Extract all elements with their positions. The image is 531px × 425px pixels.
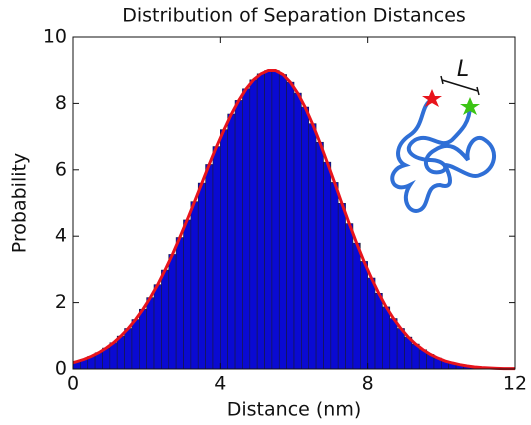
bar [323,161,332,370]
bar [389,318,398,370]
polymer-chain [390,98,496,213]
bar [293,92,302,370]
bar [301,106,310,370]
y-axis-label: Probability [9,153,31,253]
bar [146,297,155,370]
bar [153,284,162,370]
bar [205,164,214,370]
bar [197,182,206,370]
x-tick-label: 0 [67,373,79,395]
x-tick-label: 12 [503,373,527,395]
x-axis-label: Distance (nm) [227,399,362,421]
bar [264,70,273,370]
bar [175,237,184,370]
bar [234,100,243,370]
bar [382,306,391,370]
chart-title: Distribution of Separation Distances [122,5,466,27]
y-tick-label: 6 [55,158,67,180]
bar [315,141,324,370]
fit-curve [72,69,515,371]
y-tick-label: 8 [55,92,67,114]
bar [352,242,361,370]
bar [161,269,170,370]
bar [345,223,354,370]
bar [367,277,376,370]
bar [404,336,413,370]
bar [256,73,265,370]
bar [116,335,125,370]
length-cap [476,86,480,96]
bar [212,146,221,370]
y-tick-label: 4 [55,225,67,247]
bar [242,88,251,370]
x-tick-label: 4 [214,373,226,395]
bar [109,342,118,370]
bar [249,79,258,370]
bar [220,129,228,370]
bar [330,182,339,370]
bar [337,203,346,370]
bar [286,81,295,370]
plot-frame [72,36,516,370]
y-tick-label: 10 [43,26,67,48]
length-bar [441,79,479,92]
bar [190,201,199,370]
plot-area: 0 4 8 12 0 2 4 6 8 10 [43,26,527,395]
inset-illustration: L [390,57,496,213]
bar [227,113,236,370]
bar [168,254,177,370]
bar [183,219,192,370]
bar [124,328,133,370]
x-tick-label: 8 [362,373,374,395]
bar [308,123,317,370]
bar [396,328,405,370]
bar [271,70,280,370]
red-star [422,89,442,107]
bar [131,319,140,370]
bar [139,308,147,370]
bar [278,74,287,370]
length-cap [440,75,444,85]
bar [359,261,368,370]
bar [374,293,383,370]
y-tick-label: 0 [55,358,67,380]
inset-label: L [457,57,469,82]
y-tick-label: 2 [55,291,67,313]
green-star [460,97,480,115]
